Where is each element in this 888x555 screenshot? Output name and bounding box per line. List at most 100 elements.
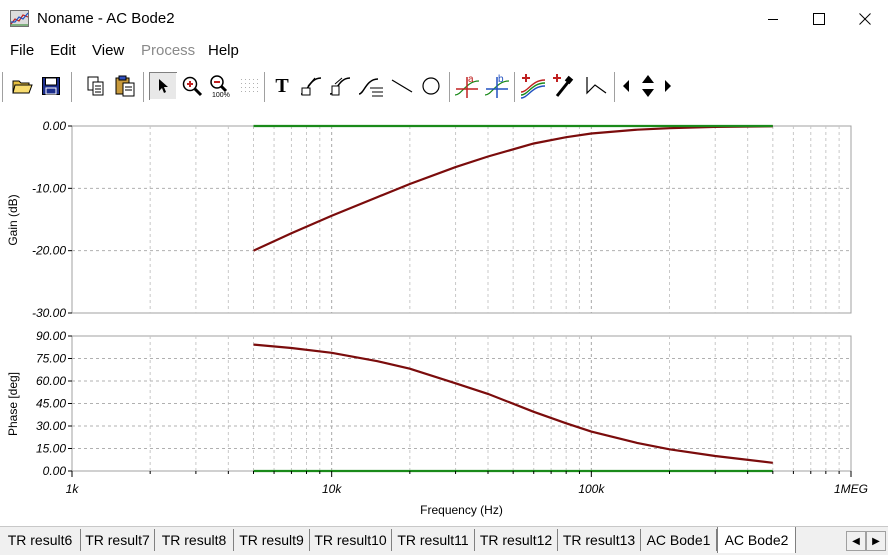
clipboard-icon [115, 75, 135, 97]
y-axis-label: Phase [deg] [6, 372, 20, 436]
tab-tr-result12[interactable]: TR result12 [475, 529, 558, 551]
tab-tr-result13[interactable]: TR result13 [558, 529, 641, 551]
scroll-right-button[interactable] [660, 72, 676, 100]
cursor-a-icon: a [454, 74, 480, 98]
asymptote-icon [586, 77, 607, 95]
x-tick-label: 100k [578, 482, 605, 496]
floppy-disk-icon [42, 77, 60, 95]
maximize-icon [813, 13, 825, 25]
y-tick-label: 0.00 [43, 464, 67, 478]
copy-button[interactable] [82, 72, 110, 100]
tab-left-arrow-icon: ◀ [852, 535, 860, 547]
svg-text:100%: 100% [212, 92, 230, 98]
scroll-up-down-button[interactable] [635, 72, 661, 100]
toolbar-separator [143, 72, 147, 102]
y-tick-label: 15.00 [36, 442, 66, 456]
x-tick-label: 10k [322, 482, 342, 496]
tab-tr-result9[interactable]: TR result9 [234, 529, 310, 551]
curve-marker-icon [329, 77, 351, 96]
curve-legend-icon [358, 78, 383, 97]
curve-label-icon [300, 77, 322, 96]
app-icon [10, 10, 29, 27]
toolbar-separator [71, 72, 75, 102]
y-tick-label: 90.00 [36, 329, 66, 343]
cursor-b-label: b [498, 74, 504, 85]
tab-tr-result6[interactable]: TR result6 [0, 529, 81, 551]
toolbar-separator [449, 72, 453, 102]
y-tick-label: 60.00 [36, 374, 66, 388]
y-axis-label: Gain (dB) [6, 194, 20, 245]
menu-edit[interactable]: Edit [50, 42, 76, 59]
text-tool-button[interactable]: T [268, 72, 296, 100]
tab-tr-result10[interactable]: TR result10 [310, 529, 392, 551]
tab-ac-bode2[interactable]: AC Bode2 [717, 527, 796, 553]
plot-frame [71, 125, 852, 314]
menu-help[interactable]: Help [208, 42, 239, 59]
toolbar-separator [264, 72, 268, 102]
menu-process[interactable]: Process [141, 42, 196, 59]
arrow-right-icon [665, 80, 671, 92]
tab-tr-result7[interactable]: TR result7 [81, 529, 155, 551]
text-tool-icon: T [275, 74, 289, 97]
zoom-100-icon: 100% [210, 75, 230, 98]
asymptote-button[interactable] [582, 72, 610, 100]
curve-marker-button[interactable] [326, 72, 354, 100]
toolbar-separator [514, 72, 518, 102]
cursor-b-button[interactable]: b [483, 72, 511, 100]
open-folder-icon [12, 80, 33, 94]
add-curve-icon [520, 74, 546, 99]
arrow-left-icon [623, 80, 629, 92]
scroll-left-button[interactable] [618, 72, 634, 100]
menu-file[interactable]: File [10, 42, 35, 59]
y-tick-label: -30.00 [32, 306, 66, 320]
tab-scroll-right-button[interactable]: ▶ [866, 531, 886, 551]
tab-ac-bode1[interactable]: AC Bode1 [641, 529, 717, 551]
zoom-full-button[interactable]: 100% [206, 72, 234, 100]
menu-bar: File Edit View Process Help [0, 38, 888, 64]
paste-button[interactable] [111, 72, 139, 100]
x-tick-label: 1MEG [834, 482, 868, 496]
save-button[interactable] [37, 72, 65, 100]
result-tab-bar: TR result6 TR result7 TR result8 TR resu… [0, 526, 888, 555]
toolbar-grip [2, 72, 6, 102]
tab-scroll-left-button[interactable]: ◀ [846, 531, 866, 551]
title-bar: Noname - AC Bode2 [0, 0, 888, 38]
menu-view[interactable]: View [92, 42, 125, 59]
y-tick-label: -20.00 [32, 244, 66, 258]
grid-button[interactable] [235, 72, 263, 100]
minimize-icon [768, 19, 778, 20]
toolbar: 100% T [0, 68, 888, 108]
tab-right-arrow-icon: ▶ [872, 535, 880, 547]
tab-tr-result8[interactable]: TR result8 [155, 529, 234, 551]
maximize-button[interactable] [796, 0, 842, 38]
copy-icon [87, 76, 104, 96]
zoom-in-button[interactable] [178, 72, 206, 100]
bode-chart: 0.00 -10.00 -20.00 -30.00 Gain (dB) 90.00 75.0… [6, 119, 868, 517]
arrow-pointer-icon [159, 79, 168, 93]
y-tick-label: -10.00 [32, 181, 66, 195]
open-button[interactable] [8, 72, 36, 100]
line-icon [391, 79, 413, 93]
curve-label-button[interactable] [297, 72, 325, 100]
y-tick-label: 0.00 [43, 119, 67, 133]
arrow-up-down-icon [642, 75, 654, 97]
select-pointer-button[interactable] [149, 72, 177, 100]
line-tool-button[interactable] [388, 72, 416, 100]
close-button[interactable] [842, 0, 888, 38]
pipette-icon [553, 74, 574, 97]
curve-legend-button[interactable] [357, 72, 385, 100]
bode-plot-area[interactable]: 0.00 -10.00 -20.00 -30.00 Gain (dB) 90.00 75.0… [0, 112, 888, 522]
y-tick-label: 45.00 [36, 397, 66, 411]
tab-tr-result11[interactable]: TR result11 [392, 529, 475, 551]
minimize-button[interactable] [750, 0, 796, 38]
circle-tool-button[interactable] [417, 72, 445, 100]
cursor-a-button[interactable]: a [453, 72, 481, 100]
y-tick-label: 30.00 [36, 419, 66, 433]
close-icon [859, 13, 871, 25]
series-line-response [253, 343, 773, 464]
grid-dots-icon [241, 79, 258, 92]
x-axis-label: Frequency (Hz) [420, 503, 503, 517]
color-picker-button[interactable] [549, 72, 577, 100]
add-curve-button[interactable] [519, 72, 547, 100]
cursor-a-label: a [468, 74, 474, 85]
